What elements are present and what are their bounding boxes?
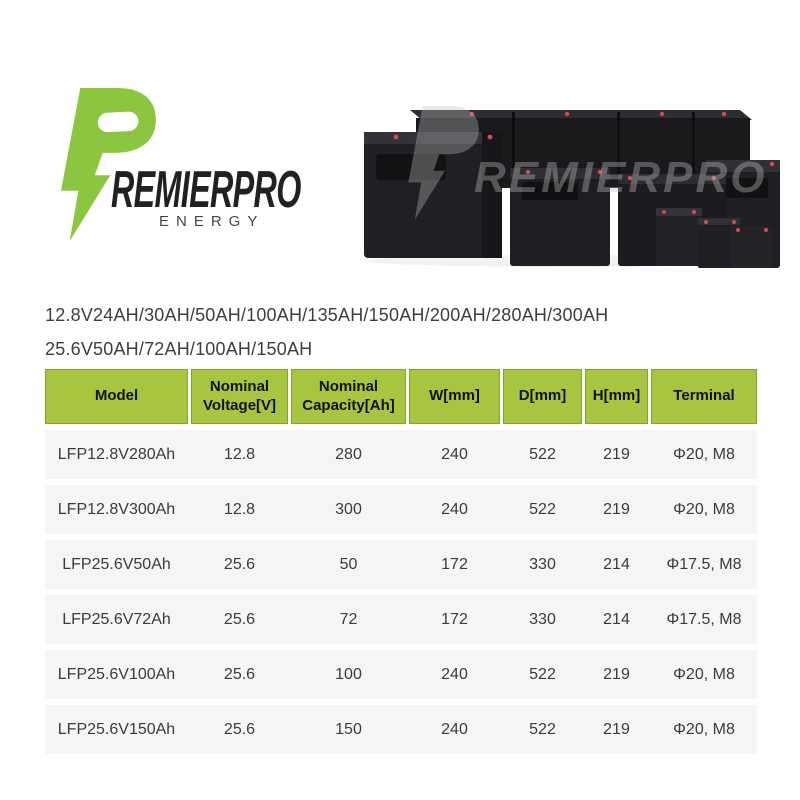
spec-table: Model Nominal Voltage[V] Nominal Capacit… <box>45 369 757 754</box>
cell-terminal: Φ20, M8 <box>673 665 735 683</box>
cell-depth: 522 <box>529 445 556 463</box>
header-height: H[mm] <box>585 369 648 424</box>
table-row: LFP12.8V300Ah 12.8 300 240 522 219 Φ20, … <box>45 485 757 534</box>
cell-depth: 522 <box>529 665 556 683</box>
cell-depth: 522 <box>529 500 556 518</box>
cell-width: 240 <box>441 500 468 518</box>
cell-terminal: Φ17.5, M8 <box>666 555 742 573</box>
header-terminal: Terminal <box>651 369 757 424</box>
cell-capacity: 100 <box>335 665 362 683</box>
cell-height: 219 <box>603 665 630 683</box>
battery-product-image: REMIERPRO <box>362 82 782 268</box>
cell-model: LFP12.8V300Ah <box>57 500 176 518</box>
header-nominal-voltage: Nominal Voltage[V] <box>191 369 288 424</box>
lightning-bolt-p-icon <box>60 88 156 242</box>
capacity-options: 12.8V24AH/30AH/50AH/100AH/135AH/150AH/20… <box>45 298 745 366</box>
table-row: LFP25.6V72Ah 25.6 72 172 330 214 Φ17.5, … <box>45 595 757 644</box>
cell-capacity: 72 <box>339 610 358 628</box>
cell-capacity: 300 <box>335 500 362 518</box>
watermark-logo: REMIERPRO <box>408 106 767 220</box>
cell-voltage: 12.8 <box>223 500 256 518</box>
cell-width: 240 <box>441 445 468 463</box>
cell-capacity: 280 <box>335 445 362 463</box>
capacity-line-12v: 12.8V24AH/30AH/50AH/100AH/135AH/150AH/20… <box>45 305 609 325</box>
table-header-row: Model Nominal Voltage[V] Nominal Capacit… <box>45 369 757 424</box>
cell-model: LFP25.6V150Ah <box>57 720 176 738</box>
header-model: Model <box>45 369 188 424</box>
cell-depth: 330 <box>529 610 556 628</box>
cell-height: 219 <box>603 500 630 518</box>
brand-tagline: ENERGY <box>159 213 265 230</box>
cell-width: 240 <box>441 665 468 683</box>
cell-width: 240 <box>441 720 468 738</box>
cell-depth: 522 <box>529 720 556 738</box>
cell-width: 172 <box>441 555 468 573</box>
cell-depth: 330 <box>529 555 556 573</box>
cell-height: 214 <box>603 555 630 573</box>
table-row: LFP25.6V50Ah 25.6 50 172 330 214 Φ17.5, … <box>45 540 757 589</box>
cell-voltage: 12.8 <box>223 445 256 463</box>
cell-model: LFP25.6V100Ah <box>57 665 176 683</box>
capacity-line-24v: 25.6V50AH/72AH/100AH/150AH <box>45 339 313 359</box>
table-row: LFP25.6V100Ah 25.6 100 240 522 219 Φ20, … <box>45 650 757 699</box>
battery-cluster-illustration: REMIERPRO <box>364 106 780 268</box>
table-row: LFP25.6V150Ah 25.6 150 240 522 219 Φ20, … <box>45 705 757 754</box>
cell-voltage: 25.6 <box>223 555 256 573</box>
cell-height: 214 <box>603 610 630 628</box>
cell-voltage: 25.6 <box>223 665 256 683</box>
cell-capacity: 150 <box>335 720 362 738</box>
cell-voltage: 25.6 <box>223 720 256 738</box>
cell-terminal: Φ17.5, M8 <box>666 610 742 628</box>
cell-voltage: 25.6 <box>223 610 256 628</box>
brand-logo: REMIERPRO ENERGY <box>55 88 305 248</box>
cell-model: LFP25.6V50Ah <box>62 555 171 573</box>
cell-width: 172 <box>441 610 468 628</box>
cell-height: 219 <box>603 720 630 738</box>
header-width: W[mm] <box>409 369 500 424</box>
battery-terminals <box>393 111 775 232</box>
brand-wordmark: REMIERPRO <box>111 161 301 219</box>
header-depth: D[mm] <box>503 369 582 424</box>
header-nominal-capacity: Nominal Capacity[Ah] <box>291 369 406 424</box>
cell-terminal: Φ20, M8 <box>673 720 735 738</box>
cell-height: 219 <box>603 445 630 463</box>
watermark-text: REMIERPRO <box>474 153 767 202</box>
cell-model: LFP25.6V72Ah <box>62 610 171 628</box>
table-row: LFP12.8V280Ah 12.8 280 240 522 219 Φ20, … <box>45 430 757 479</box>
cell-terminal: Φ20, M8 <box>673 445 735 463</box>
cell-capacity: 50 <box>339 555 358 573</box>
cell-model: LFP12.8V280Ah <box>57 445 176 463</box>
cell-terminal: Φ20, M8 <box>673 500 735 518</box>
